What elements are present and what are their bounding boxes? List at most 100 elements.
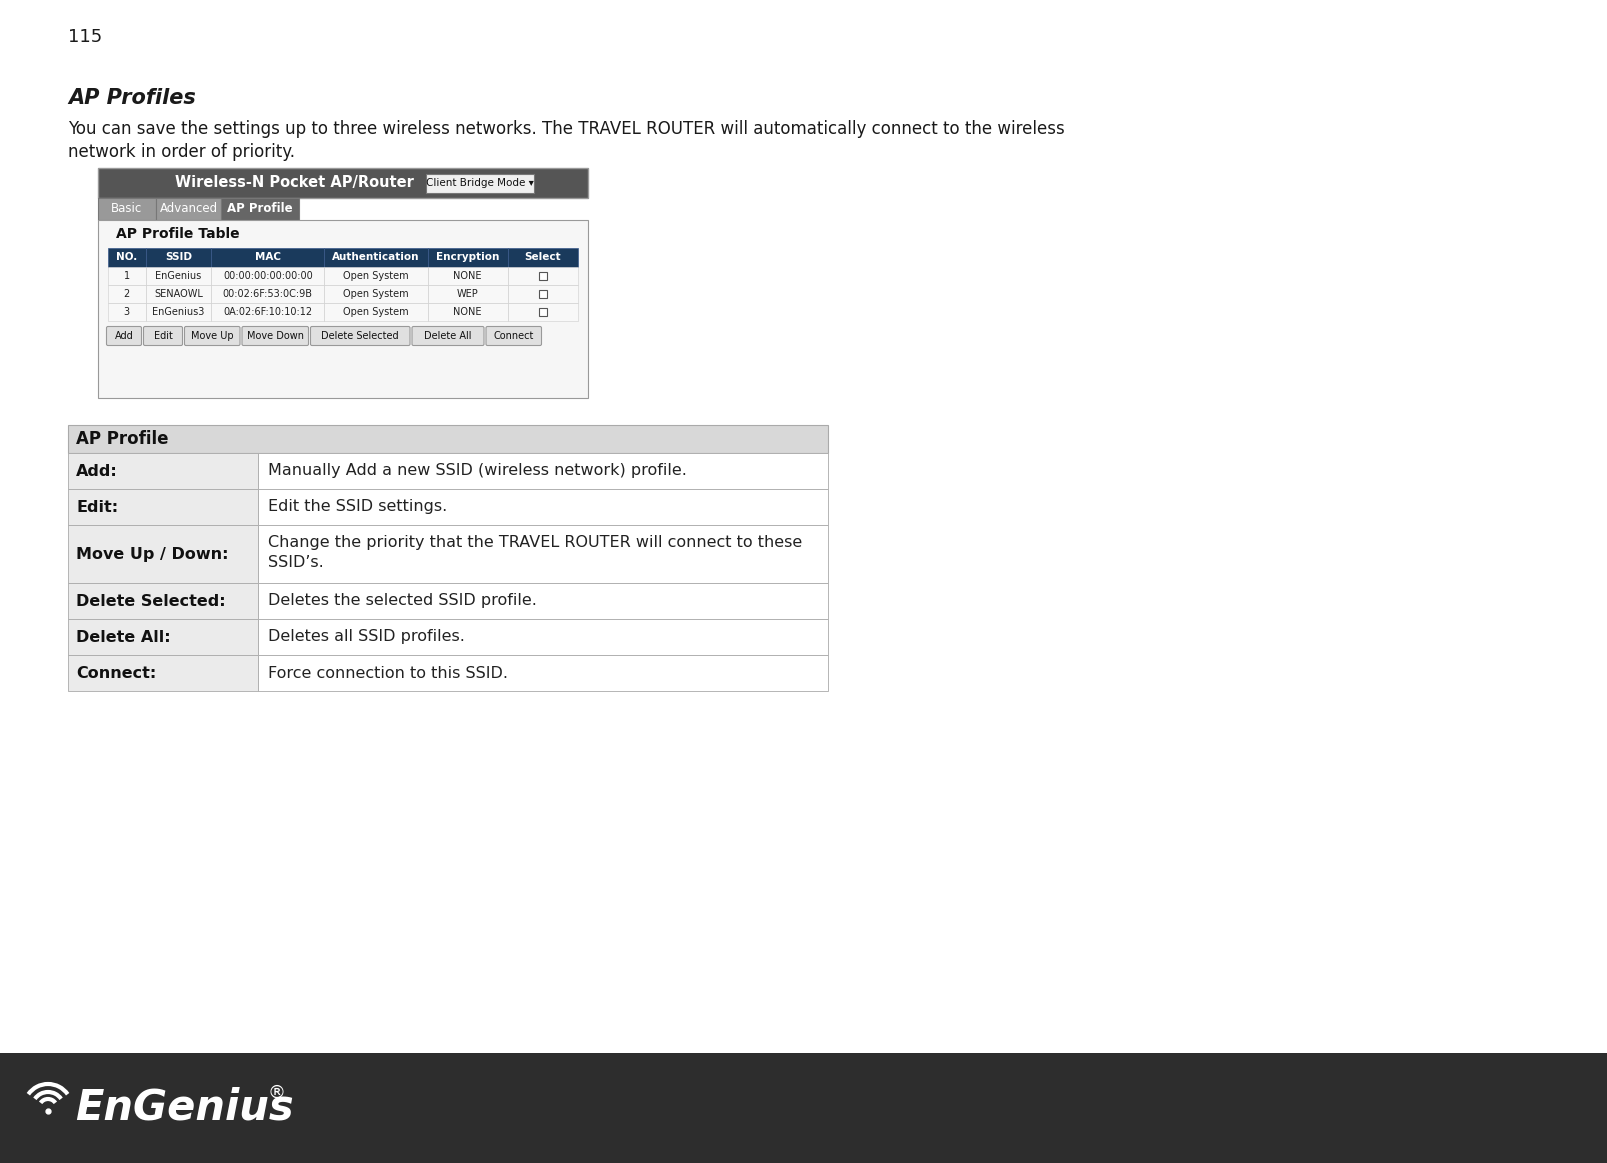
Text: Add: Add [114, 331, 133, 341]
Bar [427, 267, 508, 285]
Text: AP Profile: AP Profile [227, 202, 292, 215]
Text: You can save the settings up to three wireless networks. The TRAVEL ROUTER will : You can save the settings up to three wi… [67, 120, 1065, 138]
Text: Basic: Basic [111, 202, 143, 215]
Text: 0A:02:6F:10:10:12: 0A:02:6F:10:10:12 [223, 307, 312, 317]
Bar [67, 454, 259, 488]
Text: Connect: Connect [493, 331, 534, 341]
Bar [156, 198, 222, 220]
Bar [427, 285, 508, 304]
Text: NO.: NO. [116, 252, 138, 263]
Text: network in order of priority.: network in order of priority. [67, 143, 296, 160]
Text: Open System: Open System [342, 271, 408, 281]
Text: SENAOWL: SENAOWL [154, 288, 202, 299]
Bar [508, 267, 579, 285]
Bar [508, 285, 579, 304]
Bar [146, 285, 212, 304]
Bar [98, 167, 588, 198]
Text: Connect:: Connect: [76, 665, 156, 680]
Bar [67, 619, 259, 655]
Bar [538, 308, 546, 316]
FancyBboxPatch shape [485, 327, 542, 345]
Bar [325, 285, 427, 304]
Text: 3: 3 [124, 307, 130, 317]
Bar [538, 272, 546, 280]
Bar [325, 304, 427, 321]
Text: Deletes all SSID profiles.: Deletes all SSID profiles. [268, 629, 464, 644]
Bar [212, 248, 325, 267]
Bar [325, 248, 427, 267]
Text: 1: 1 [124, 271, 130, 281]
Text: Encryption: Encryption [435, 252, 500, 263]
Bar [508, 304, 579, 321]
Text: 2: 2 [124, 288, 130, 299]
FancyBboxPatch shape [411, 327, 484, 345]
Text: Add:: Add: [76, 464, 117, 478]
Text: 00:00:00:00:00:00: 00:00:00:00:00:00 [223, 271, 313, 281]
FancyBboxPatch shape [143, 327, 183, 345]
Text: WEP: WEP [456, 288, 479, 299]
Text: Edit:: Edit: [76, 499, 119, 514]
Bar [259, 488, 828, 525]
Bar [212, 304, 325, 321]
Bar [0, 1053, 1607, 1163]
Text: AP Profiles: AP Profiles [67, 88, 196, 108]
Bar [259, 525, 828, 583]
Text: Client Bridge Mode ▾: Client Bridge Mode ▾ [426, 178, 534, 188]
Bar [108, 267, 146, 285]
Text: Wireless-N Pocket AP/Router: Wireless-N Pocket AP/Router [175, 176, 413, 191]
Bar [108, 304, 146, 321]
Bar [259, 619, 828, 655]
Bar [67, 488, 259, 525]
Bar [67, 525, 259, 583]
Text: EnGenius: EnGenius [156, 271, 201, 281]
Text: 00:02:6F:53:0C:9B: 00:02:6F:53:0C:9B [223, 288, 313, 299]
Bar [146, 267, 212, 285]
Bar [325, 267, 427, 285]
Bar [67, 424, 828, 454]
Bar [427, 248, 508, 267]
Bar [259, 655, 828, 691]
Text: NONE: NONE [453, 307, 482, 317]
Text: AP Profile: AP Profile [76, 430, 169, 448]
Text: Select: Select [524, 252, 561, 263]
Text: Edit: Edit [154, 331, 172, 341]
Text: Open System: Open System [342, 307, 408, 317]
Text: Move Down: Move Down [247, 331, 304, 341]
Bar [108, 248, 146, 267]
Text: SSID’s.: SSID’s. [268, 555, 323, 570]
Bar [98, 220, 588, 398]
Bar [146, 304, 212, 321]
Text: ®: ® [267, 1084, 284, 1103]
Bar [146, 248, 212, 267]
Text: SSID: SSID [166, 252, 191, 263]
Text: AP Profile Table: AP Profile Table [116, 227, 239, 241]
FancyBboxPatch shape [243, 327, 309, 345]
Text: Force connection to this SSID.: Force connection to this SSID. [268, 665, 508, 680]
Bar [212, 285, 325, 304]
Text: Authentication: Authentication [333, 252, 419, 263]
Text: Delete Selected:: Delete Selected: [76, 593, 225, 608]
Bar [259, 583, 828, 619]
Text: EnGenius: EnGenius [76, 1087, 294, 1129]
Text: Edit the SSID settings.: Edit the SSID settings. [268, 499, 447, 514]
FancyBboxPatch shape [106, 327, 141, 345]
Text: Delete All:: Delete All: [76, 629, 170, 644]
Bar [259, 454, 828, 488]
Text: Delete All: Delete All [424, 331, 472, 341]
Bar [538, 290, 546, 298]
Bar [427, 304, 508, 321]
Text: Move Up: Move Up [191, 331, 233, 341]
Bar [67, 655, 259, 691]
FancyBboxPatch shape [185, 327, 239, 345]
Bar [108, 285, 146, 304]
Bar [508, 248, 579, 267]
Text: Move Up / Down:: Move Up / Down: [76, 547, 228, 562]
Bar [222, 198, 299, 220]
Text: 115: 115 [67, 28, 103, 47]
FancyBboxPatch shape [310, 327, 410, 345]
Text: NONE: NONE [453, 271, 482, 281]
Text: Advanced: Advanced [159, 202, 217, 215]
Text: Delete Selected: Delete Selected [321, 331, 399, 341]
Text: EnGenius3: EnGenius3 [153, 307, 204, 317]
Bar [212, 267, 325, 285]
